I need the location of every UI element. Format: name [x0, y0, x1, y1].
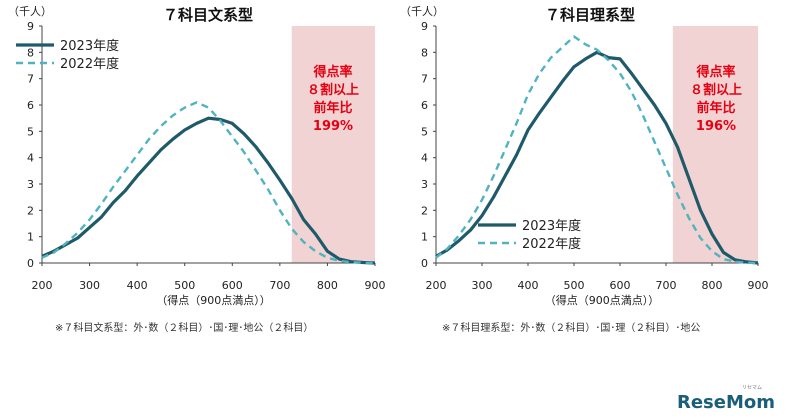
series-line-2023年度: [435, 50, 759, 265]
series-line-2022年度: [41, 101, 376, 265]
high-score-region: [291, 26, 375, 263]
annotation-line: 199%: [313, 119, 353, 134]
x-tick-label: 800: [702, 279, 723, 292]
x-tick-label: 400: [518, 279, 539, 292]
y-tick-label: 3: [421, 178, 428, 191]
annotation-line: 得点率: [312, 64, 352, 80]
chart-panel-2: 0 1 2 3 4 5 6 7 8 9 200 300 400 500 600 700 800 900 ７科目理系型…: [400, 5, 769, 334]
annotation-line: 得点率: [695, 64, 735, 80]
y-tick-label: 2: [27, 204, 34, 217]
x-tick-label: 300: [79, 279, 100, 292]
y-tick-label: 4: [27, 152, 34, 165]
y-tick-label: 7: [27, 73, 34, 86]
logo-subtext: リセマム: [742, 385, 762, 391]
series-line-2022年度: [435, 35, 759, 265]
legend-label: 2022年度: [60, 56, 119, 72]
y-tick-label: 7: [421, 73, 428, 86]
series-line-2023年度: [41, 116, 376, 265]
high-score-region: [672, 26, 758, 263]
x-tick-label: 600: [610, 279, 631, 292]
y-tick-label: 4: [421, 152, 428, 165]
y-tick-label: 9: [421, 20, 428, 33]
y-tick-label: 1: [421, 231, 428, 244]
legend-label: 2023年度: [522, 218, 581, 234]
y-tick-label: 9: [27, 20, 34, 33]
y-tick-label: 6: [27, 99, 34, 112]
chart-title: ７科目文系型: [163, 6, 253, 24]
x-axis-label: （得点（900点満点））: [545, 294, 660, 307]
y-tick-label: 5: [421, 125, 428, 138]
x-tick-label: 500: [174, 279, 195, 292]
x-tick-label: 200: [426, 279, 447, 292]
y-tick-label: 5: [27, 125, 34, 138]
y-tick-label: 6: [421, 99, 428, 112]
legend-label: 2023年度: [60, 38, 119, 54]
x-tick-label: 400: [127, 279, 148, 292]
y-tick-label: 1: [27, 231, 34, 244]
footnote: ※７科目文系型：外･数（２科目）･国･理･地公（２科目）: [55, 321, 313, 334]
x-tick-label: 800: [317, 279, 338, 292]
y-unit-label: （千人）: [8, 5, 52, 18]
y-unit-label: （千人）: [400, 5, 444, 18]
x-tick-label: 300: [472, 279, 493, 292]
x-tick-label: 500: [564, 279, 585, 292]
annotation-line: 前年比: [313, 100, 352, 116]
footnote: ※７科目理系型：外･数（２科目）･国･理（２科目）･地公: [442, 321, 700, 334]
y-tick-label: 8: [27, 46, 34, 59]
x-tick-label: 700: [269, 279, 290, 292]
annotation-line: ８割以上: [690, 82, 742, 98]
x-tick-label: 600: [222, 279, 243, 292]
x-tick-label: 700: [656, 279, 677, 292]
y-tick-label: 0: [421, 257, 428, 270]
y-tick-label: 8: [421, 46, 428, 59]
x-tick-label: 900: [748, 279, 769, 292]
y-tick-label: 3: [27, 178, 34, 191]
x-axis-label: （得点（900点満点））: [156, 294, 271, 307]
annotation-line: ８割以上: [307, 82, 359, 98]
x-tick-label: 900: [365, 279, 386, 292]
x-tick-label: 200: [32, 279, 53, 292]
legend-label: 2022年度: [522, 236, 581, 252]
chart-title: ７科目理系型: [545, 6, 635, 24]
annotation-line: 前年比: [696, 100, 735, 116]
y-tick-label: 0: [27, 257, 34, 270]
chart-panel-1: 0 1 2 3 4 5 6 7 8 9 200 300 400 500 600 700 800 900 ７科目文系型…: [8, 5, 386, 334]
y-tick-label: 2: [421, 204, 428, 217]
resemom-logo: ReseMom: [677, 392, 775, 413]
annotation-line: 196%: [696, 119, 736, 134]
